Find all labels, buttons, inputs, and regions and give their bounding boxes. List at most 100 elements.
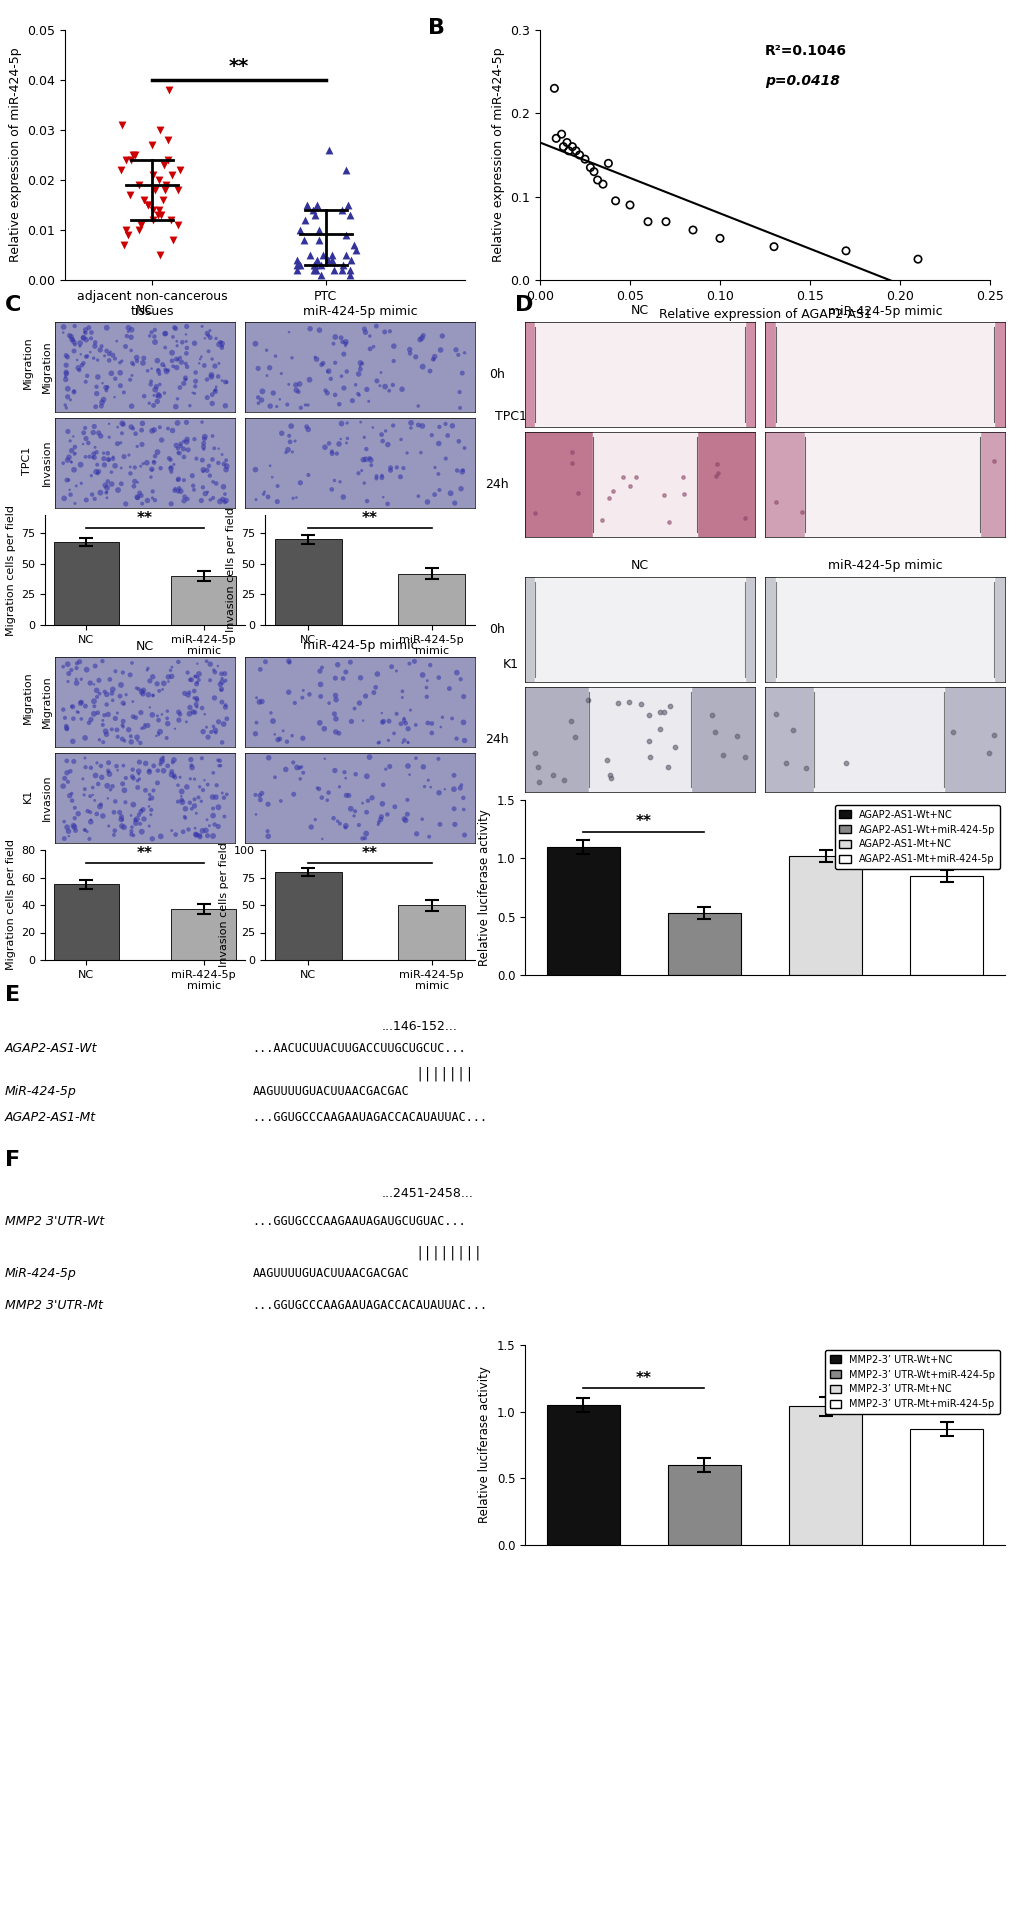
Point: [197, 478, 213, 509]
Point: [144, 129, 160, 160]
Point: [305, 195, 321, 225]
Point: [68, 653, 85, 684]
Point: [87, 432, 103, 462]
Point: [207, 376, 223, 407]
Point: [101, 759, 117, 790]
Point: [77, 341, 94, 372]
Point: [159, 125, 175, 156]
Point: [299, 189, 315, 220]
Y-axis label: Invasion: Invasion: [42, 775, 52, 821]
Point: [159, 709, 175, 740]
Point: [96, 437, 112, 468]
Point: [66, 804, 83, 834]
Point: [312, 669, 328, 700]
Point: [157, 318, 173, 349]
Bar: [910, 877, 982, 975]
Point: [338, 780, 355, 811]
Point: [107, 362, 123, 393]
Point: [331, 389, 347, 420]
Point: [138, 775, 154, 805]
Point: [177, 362, 194, 393]
Point: [151, 676, 167, 707]
Point: [60, 416, 76, 447]
Point: [74, 428, 91, 459]
Point: [328, 684, 344, 715]
Point: [133, 414, 150, 445]
Point: [321, 428, 337, 459]
Point: [338, 428, 355, 459]
Point: [657, 206, 674, 237]
Bar: [397, 574, 465, 624]
Point: [343, 705, 360, 736]
Point: [218, 445, 234, 476]
Point: [181, 391, 198, 422]
Point: [133, 676, 150, 707]
Point: [109, 698, 125, 728]
Point: [168, 326, 184, 356]
Point: [178, 337, 195, 368]
Point: [711, 224, 728, 254]
Point: [66, 335, 83, 366]
Point: [168, 353, 184, 383]
Point: [767, 698, 784, 728]
Point: [98, 478, 114, 509]
Point: [92, 335, 108, 366]
Point: [169, 330, 185, 360]
Point: [985, 721, 1002, 752]
Point: [147, 374, 163, 405]
Point: [101, 339, 117, 370]
Point: [163, 488, 179, 518]
Point: [185, 682, 202, 713]
Point: [65, 703, 82, 734]
Point: [364, 782, 380, 813]
Point: [130, 170, 147, 200]
Point: [136, 343, 152, 374]
Point: [380, 705, 396, 736]
Point: [64, 324, 81, 355]
Point: [312, 680, 328, 711]
Point: [183, 794, 200, 825]
Point: [146, 447, 162, 478]
Point: [400, 647, 417, 678]
Point: [117, 763, 133, 794]
Point: [175, 486, 192, 516]
Point: [455, 680, 472, 711]
Point: [164, 337, 180, 368]
Point: [343, 385, 360, 416]
Point: [96, 383, 112, 414]
Point: [114, 725, 130, 755]
Point: [401, 694, 418, 725]
Point: [95, 368, 111, 399]
Point: [337, 811, 354, 842]
Point: [568, 135, 584, 166]
Point: [247, 328, 263, 358]
Point: [455, 434, 472, 464]
Point: [451, 376, 468, 407]
Point: [166, 476, 182, 507]
Point: [408, 742, 424, 773]
Point: [119, 220, 136, 251]
Point: [332, 322, 348, 353]
Point: [206, 434, 222, 464]
Point: [320, 245, 336, 276]
Point: [115, 409, 131, 439]
Point: [266, 719, 282, 750]
Text: ...2451-2458...: ...2451-2458...: [381, 1187, 473, 1201]
Point: [317, 432, 333, 462]
Point: [129, 432, 146, 462]
Point: [420, 765, 436, 796]
Point: [555, 765, 572, 796]
Point: [92, 725, 108, 755]
Y-axis label: Invasion: Invasion: [42, 439, 52, 486]
Point: [123, 800, 140, 831]
Point: [291, 251, 308, 281]
Point: [107, 815, 123, 846]
Point: [56, 823, 72, 854]
Point: [273, 418, 289, 449]
Point: [146, 750, 162, 780]
Text: NC: NC: [631, 559, 648, 572]
Point: [59, 382, 75, 412]
Point: [292, 214, 309, 245]
Point: [306, 251, 322, 281]
Point: [85, 773, 101, 804]
